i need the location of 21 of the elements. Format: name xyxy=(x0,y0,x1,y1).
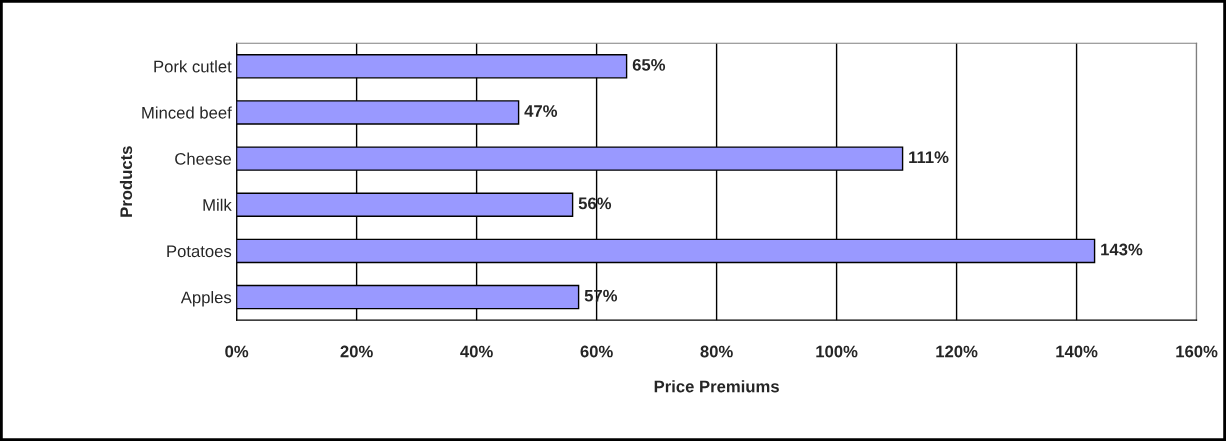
x-tick-label: 140% xyxy=(1056,345,1098,358)
x-tick-label: 80% xyxy=(700,345,733,358)
x-tick-label: 60% xyxy=(580,345,613,358)
data-label: 111% xyxy=(909,151,949,164)
y-axis-title: Products xyxy=(119,146,133,217)
x-tick-label: 0% xyxy=(225,345,249,358)
x-tick-label: 20% xyxy=(340,345,373,358)
y-tick-label: Pork cutlet xyxy=(154,60,232,73)
x-tick-label: 40% xyxy=(460,345,493,358)
data-label: 143% xyxy=(1101,243,1143,256)
x-axis-title: Price Premiums xyxy=(654,380,779,393)
x-tick-label: 120% xyxy=(936,345,978,358)
x-tick-label: 100% xyxy=(816,345,858,358)
y-tick-label: Milk xyxy=(203,198,232,211)
data-label: 47% xyxy=(524,105,558,117)
y-tick-label: Potatoes xyxy=(167,245,232,258)
y-tick-label: Cheese xyxy=(175,152,232,165)
y-tick-label: Minced beef xyxy=(142,106,232,119)
y-tick-label: Apples xyxy=(180,291,232,307)
data-label: 65% xyxy=(632,58,666,71)
x-tick-label: 160% xyxy=(1176,345,1218,358)
